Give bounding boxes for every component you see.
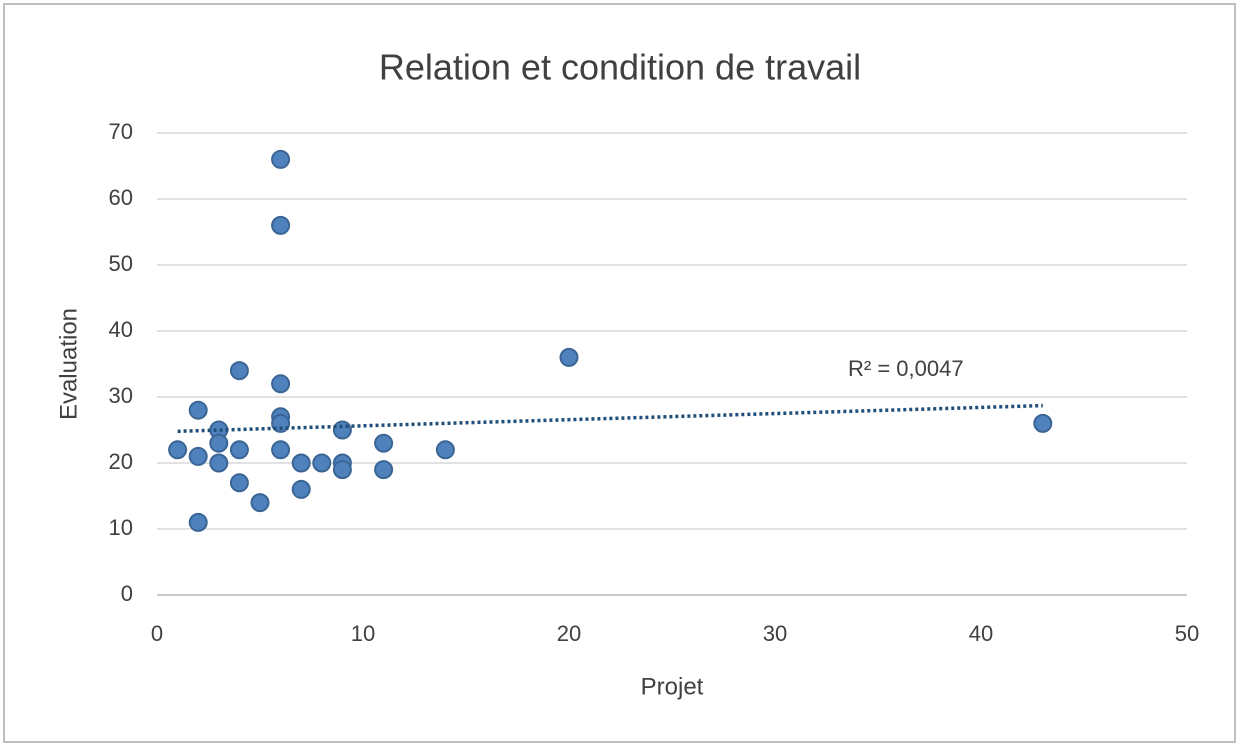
chart-title: Relation et condition de travail <box>379 47 861 88</box>
point <box>188 446 208 466</box>
point <box>229 473 249 493</box>
trendline-label: R² = 0,0047 <box>848 356 964 381</box>
y-axis-label: Evaluation <box>55 308 82 420</box>
trendline <box>177 403 1043 434</box>
point <box>271 440 291 460</box>
y-tick-label: 70 <box>109 119 133 144</box>
x-tick-label: 10 <box>351 621 375 646</box>
point <box>271 374 291 394</box>
x-tick-label: 0 <box>151 621 163 646</box>
y-tick-label: 60 <box>109 185 133 210</box>
point <box>374 433 394 453</box>
y-tick-label: 20 <box>109 449 133 474</box>
point <box>229 440 249 460</box>
y-tick-label: 30 <box>109 383 133 408</box>
x-axis-label: Projet <box>641 673 704 700</box>
y-tick-label: 40 <box>109 317 133 342</box>
x-tick-label: 30 <box>763 621 787 646</box>
point <box>209 433 229 453</box>
point <box>250 493 270 513</box>
point <box>1033 413 1053 433</box>
point <box>559 347 579 367</box>
point <box>209 453 229 473</box>
x-tick-label: 50 <box>1175 621 1199 646</box>
point <box>229 361 249 381</box>
point <box>332 460 352 480</box>
y-tick-label: 50 <box>109 251 133 276</box>
point <box>271 215 291 235</box>
point <box>291 479 311 499</box>
y-tick-label: 0 <box>121 581 133 606</box>
point <box>312 453 332 473</box>
point <box>271 149 291 169</box>
point <box>168 440 188 460</box>
point <box>435 440 455 460</box>
y-tick-label: 10 <box>109 515 133 540</box>
point <box>374 460 394 480</box>
point <box>291 453 311 473</box>
x-tick-label: 20 <box>557 621 581 646</box>
x-tick-label: 40 <box>969 621 993 646</box>
point <box>332 420 352 440</box>
point <box>188 400 208 420</box>
chart-frame <box>3 3 1236 743</box>
point <box>188 512 208 532</box>
